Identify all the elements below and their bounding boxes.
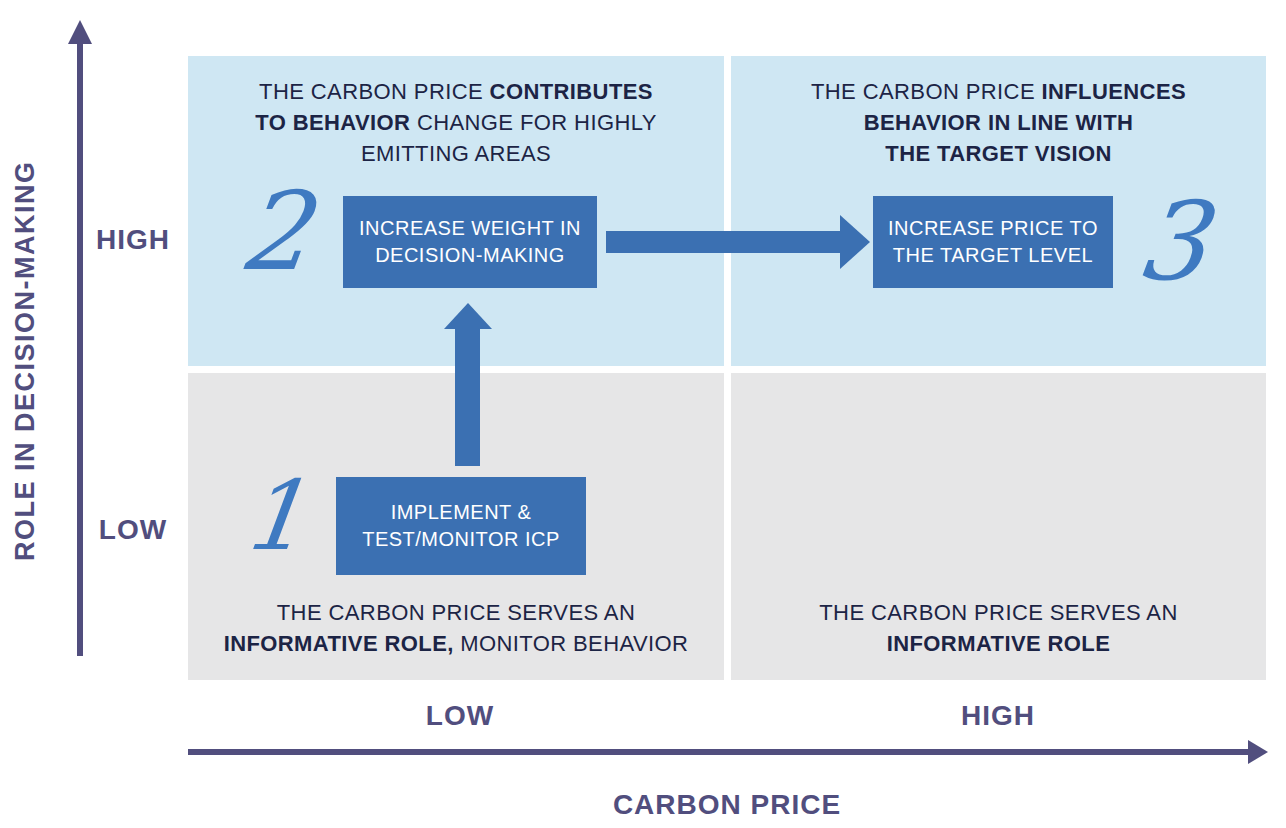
y-axis-line — [77, 42, 83, 656]
caption-text-bold: THE TARGET VISION — [885, 141, 1111, 166]
caption-text: THE CARBON PRICE SERVES AN — [819, 600, 1177, 625]
action-box-line: INCREASE PRICE TO — [888, 215, 1098, 242]
x-tick-high: HIGH — [898, 700, 1098, 732]
caption-line: INFORMATIVE ROLE, MONITOR BEHAVIOR — [188, 628, 724, 659]
action-box-step-3: INCREASE PRICE TO THE TARGET LEVEL — [873, 196, 1113, 288]
caption-text-bold: BEHAVIOR IN LINE WITH — [864, 110, 1134, 135]
action-box-line: TEST/MONITOR ICP — [362, 526, 560, 553]
x-axis-arrowhead-icon — [1248, 740, 1268, 764]
action-box-step-1: IMPLEMENT & TEST/MONITOR ICP — [336, 477, 586, 575]
caption-line: THE CARBON PRICE SERVES AN — [188, 597, 724, 628]
caption-text-bold: TO BEHAVIOR — [255, 110, 410, 135]
action-box-line: INCREASE WEIGHT IN — [359, 215, 581, 242]
caption-line: THE CARBON PRICE INFLUENCES — [731, 76, 1266, 107]
caption-line: INFORMATIVE ROLE — [731, 628, 1266, 659]
caption-line: BEHAVIOR IN LINE WITH — [731, 107, 1266, 138]
y-axis-label: ROLE IN DECISION-MAKING — [4, 56, 46, 666]
caption-line: EMITTING AREAS — [188, 138, 724, 169]
y-tick-high: HIGH — [83, 224, 183, 256]
caption-text: THE CARBON PRICE SERVES AN — [277, 600, 635, 625]
caption-line: TO BEHAVIOR CHANGE FOR HIGHLY — [188, 107, 724, 138]
caption-text-bold: INFLUENCES — [1041, 79, 1186, 104]
action-box-line: IMPLEMENT & — [391, 499, 532, 526]
caption-text: CHANGE FOR HIGHLY — [410, 110, 656, 135]
caption-text-bold: CONTRIBUTES — [490, 79, 653, 104]
y-axis-arrowhead-icon — [68, 20, 92, 44]
caption-text-bold: INFORMATIVE ROLE — [887, 631, 1111, 656]
caption-text: THE CARBON PRICE — [259, 79, 490, 104]
step-number-2: 2 — [218, 178, 331, 286]
caption-bottom-left: THE CARBON PRICE SERVES AN INFORMATIVE R… — [188, 597, 724, 659]
action-box-line: DECISION-MAKING — [375, 242, 565, 269]
caption-bottom-right: THE CARBON PRICE SERVES AN INFORMATIVE R… — [731, 597, 1266, 659]
up-arrowhead-icon — [444, 303, 492, 329]
y-tick-low: LOW — [83, 514, 183, 546]
icp-roadmap-matrix: THE CARBON PRICE CONTRIBUTES TO BEHAVIOR… — [0, 0, 1286, 828]
caption-text: THE CARBON PRICE — [811, 79, 1042, 104]
x-axis-line — [188, 749, 1250, 755]
caption-text: MONITOR BEHAVIOR — [454, 631, 689, 656]
caption-text-bold: INFORMATIVE ROLE, — [224, 631, 454, 656]
caption-top-left: THE CARBON PRICE CONTRIBUTES TO BEHAVIOR… — [188, 76, 724, 169]
caption-line: THE CARBON PRICE SERVES AN — [731, 597, 1266, 628]
step-number-1: 1 — [226, 468, 322, 564]
right-arrowhead-icon — [840, 215, 870, 269]
caption-line: THE CARBON PRICE CONTRIBUTES — [188, 76, 724, 107]
x-tick-low: LOW — [360, 700, 560, 732]
right-arrow-shaft — [606, 231, 840, 253]
caption-text: EMITTING AREAS — [361, 141, 551, 166]
caption-line: THE TARGET VISION — [731, 138, 1266, 169]
caption-top-right: THE CARBON PRICE INFLUENCES BEHAVIOR IN … — [731, 76, 1266, 169]
action-box-step-2: INCREASE WEIGHT IN DECISION-MAKING — [343, 196, 597, 288]
action-box-line: THE TARGET LEVEL — [893, 242, 1093, 269]
step-number-3: 3 — [1115, 188, 1228, 296]
up-arrow-shaft — [455, 328, 480, 466]
x-axis-label: CARBON PRICE — [527, 789, 927, 821]
